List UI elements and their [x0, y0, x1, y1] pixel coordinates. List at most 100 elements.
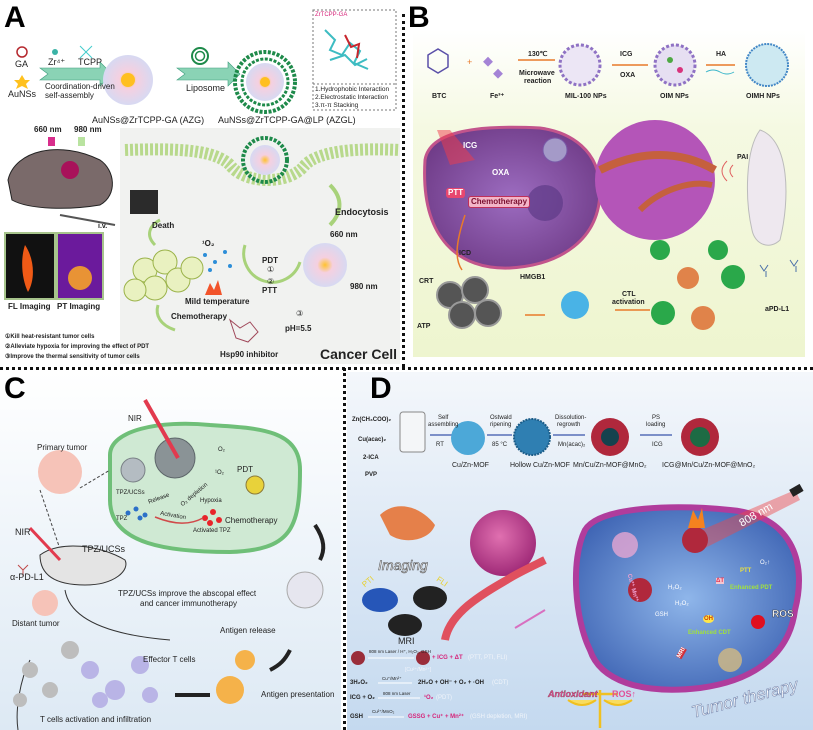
apdl1-label: aPD-L1: [765, 306, 790, 313]
cell-oh: OH: [703, 615, 714, 623]
divider-ab: [402, 14, 405, 367]
antibody-icon-c: [17, 564, 29, 576]
reagent-2ica: 2-ICA: [363, 455, 379, 461]
zr-ion-icon: [52, 49, 58, 55]
eq4-condition: Cu²⁺/MnO₂: [372, 709, 395, 714]
synthesis-arrow-2: [176, 61, 241, 87]
oimh-label: OIMH NPs: [746, 93, 780, 100]
inset-title: ZrTCPP-GA: [315, 12, 348, 18]
liposome-icon: [191, 47, 209, 65]
step-loading: loading: [646, 422, 666, 428]
fe-label: Fe³⁺: [490, 93, 505, 100]
atp-label: ATP: [417, 323, 431, 330]
tumor-cells-cluster: [123, 249, 204, 302]
ga-label: GA: [15, 59, 29, 69]
step-ripening: ripening: [490, 422, 512, 428]
oim-label: OIM NPs: [660, 93, 689, 100]
cell-gsh: GSH: [655, 612, 669, 618]
activated-tpz-label: Activated TPZ: [193, 528, 231, 534]
tpz-ucss-cell-label: TPZ/UCSs: [116, 490, 145, 496]
azg-in-cell-icon: [303, 243, 347, 287]
antibody-icon: [759, 259, 799, 277]
t-cell-icon: [650, 240, 670, 260]
summary-line-2: and cancer immunotherapy: [140, 599, 237, 608]
nir-laser-top: [143, 399, 180, 459]
btc-molecule-icon: [427, 48, 449, 74]
oim-np-icon: [653, 43, 697, 87]
cell-enhanced-cdt: Enhanced CDT: [688, 630, 731, 636]
zr-label: Zr⁴⁺: [48, 57, 66, 67]
mouse-icon: [7, 149, 113, 209]
nir-laser-mouse: [28, 526, 62, 562]
eq3-condition: 808 nm Laser: [383, 691, 411, 696]
eq1-rhs: + ICG + ΔT: [432, 655, 463, 661]
temp-85-label: 85 °C: [492, 442, 508, 448]
flow-arrow-2: [269, 649, 292, 672]
nucleus-d: [718, 648, 742, 672]
crt-label: CRT: [419, 278, 434, 285]
ha-label: HA: [716, 51, 727, 58]
cell-dt-label: ΔT: [716, 578, 724, 584]
singlet-o2-label: ¹O₂: [215, 470, 224, 476]
microwave-label: Microwave: [519, 70, 555, 77]
iv-label: i.v.: [98, 223, 108, 230]
death-label: Death: [152, 221, 175, 230]
mouse-icon-c: [39, 545, 127, 586]
eq4-note: (GSH depletion, MRI): [470, 714, 528, 720]
mn-acac-label: Mn(acac)₂: [558, 442, 586, 448]
cell-980-label: 980 nm: [350, 282, 378, 291]
panel-c-graphics: [0, 372, 341, 730]
endocytosis-label: Endocytosis: [335, 207, 389, 217]
nucleus-icon: [527, 185, 563, 221]
laser-660-label: 660 nm: [34, 125, 62, 134]
panel-b-label: B: [408, 1, 430, 34]
blood-vessel-d: [441, 556, 547, 642]
syringe-icon: [59, 214, 116, 226]
divider-cd: [343, 368, 346, 730]
laser-660-icon: [48, 137, 55, 146]
singlet-oxygen-dots: [203, 250, 232, 272]
mri-label: MRI: [398, 636, 415, 646]
dendritic-cell-icon: [561, 291, 589, 319]
primary-tumor-label: Primary tumor: [37, 443, 88, 452]
hsp90-label: Hsp90 inhibitor: [220, 350, 279, 359]
dying-cell-cluster: [436, 276, 502, 329]
cell-ptt-label-d: PTT: [740, 568, 752, 574]
pdt-label-c: PDT: [237, 465, 253, 474]
activation-label: activation: [612, 299, 645, 306]
singlet-oxygen-label: ¹O₂: [202, 239, 215, 248]
tumor-mass-icon: [595, 120, 715, 240]
cell-o2: O₂↑: [760, 560, 770, 566]
panel-d-graphics: [347, 372, 813, 730]
mouse-icon-b: [747, 129, 787, 246]
step-ps: PS: [652, 415, 661, 421]
internalized-azgl-icon: [241, 136, 289, 184]
eq2-note: (CDT): [492, 680, 509, 686]
summary-line-1: TPZ/UCSs improve the abscopal effect: [118, 589, 257, 598]
reagent-pvp: PVP: [365, 472, 378, 478]
divider-horizontal: [0, 367, 813, 370]
tcpp-label: TCPP: [78, 57, 103, 67]
pdt-label: PDT: [262, 256, 278, 265]
synthesis-arrow-1: [39, 61, 113, 87]
step-self: Self: [438, 415, 449, 421]
imaging-title: Imaging: [378, 557, 428, 573]
distant-tumor-label: Distant tumor: [12, 619, 60, 628]
ptt-label: PTT: [262, 286, 278, 295]
pai-signal-icon: [721, 160, 734, 182]
note-3: ③Improve the thermal sensitivity of tumo…: [5, 354, 140, 360]
tpz-ucss-nanoparticle-icon: [154, 437, 196, 479]
chemotherapy-label-c: Chemotherapy: [225, 516, 278, 525]
panel-d-label: D: [370, 372, 392, 405]
tcpp-icon: [79, 45, 93, 59]
cell-oxa-label: OXA: [492, 168, 510, 177]
effector-t-cells-label: Effector T cells: [143, 655, 196, 664]
step-regrowth: regrowth: [557, 422, 581, 428]
laser-980-icon: [78, 137, 85, 146]
cell-chemotherapy-label: Chemotherapy: [468, 196, 531, 208]
cell-membrane: [124, 143, 401, 186]
ga-molecule-icon: [16, 46, 28, 58]
reagent-zn: Zn(CH₃COO)₂: [352, 417, 392, 423]
